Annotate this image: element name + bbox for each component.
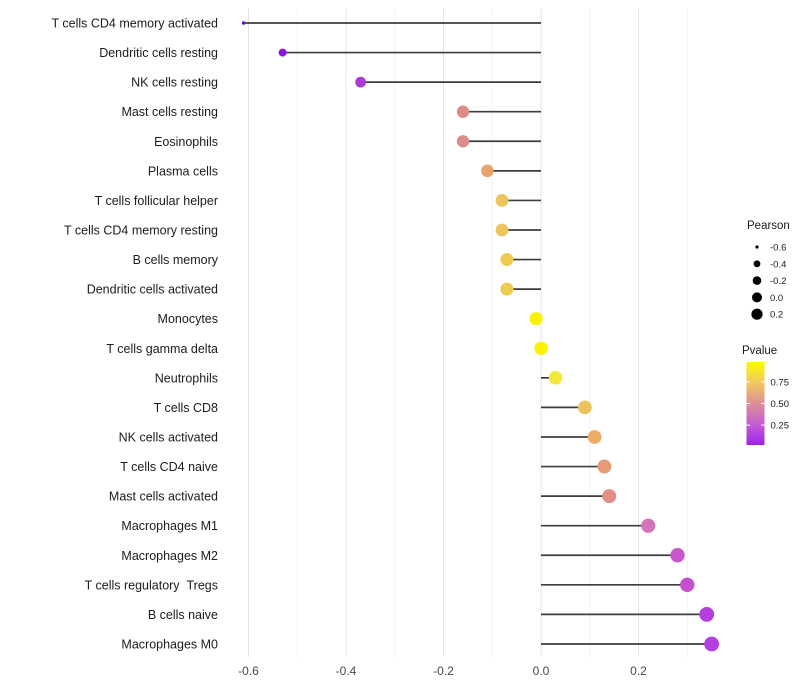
x-axis-tick-label: 0.2 [630, 664, 647, 678]
data-point [241, 21, 246, 25]
y-axis-label: Neutrophils [155, 371, 218, 385]
y-axis-label: B cells memory [133, 253, 219, 267]
size-legend-label: -0.4 [770, 259, 786, 270]
y-axis-label: Mast cells resting [121, 105, 218, 119]
data-point [278, 48, 287, 57]
data-point [587, 430, 602, 444]
y-axis-label: Dendritic cells resting [99, 46, 218, 60]
y-axis-label: T cells CD4 memory resting [64, 223, 218, 237]
y-axis-label: Macrophages M2 [121, 549, 218, 563]
data-point [500, 253, 514, 267]
size-legend-label: -0.2 [770, 276, 786, 287]
y-axis-label: NK cells resting [131, 76, 218, 90]
x-axis-tick-label: -0.6 [238, 664, 259, 678]
y-axis-label: T cells follicular helper [95, 194, 218, 208]
y-axis-label: Monocytes [158, 312, 218, 326]
y-axis-label: Macrophages M0 [121, 637, 218, 651]
pvalue-tick-label: 0.75 [771, 377, 790, 388]
data-point [500, 282, 514, 296]
data-point [456, 135, 470, 148]
data-point [495, 223, 509, 237]
data-point [680, 577, 695, 593]
data-point [481, 164, 494, 178]
data-point [355, 76, 367, 88]
size-legend-dot [752, 276, 762, 285]
pvalue-gradient-bar [746, 362, 765, 445]
y-axis-label: T cells CD4 naive [120, 460, 218, 474]
data-point [670, 548, 685, 563]
y-axis-label: T cells CD4 memory activated [52, 17, 219, 31]
size-legend-dot [753, 260, 761, 268]
y-axis-label: Macrophages M1 [121, 519, 218, 533]
data-point [704, 636, 720, 652]
y-axis-label: Plasma cells [148, 164, 218, 178]
size-legend-label: -0.6 [770, 243, 786, 254]
size-legend-dot [755, 245, 759, 249]
data-point [456, 105, 470, 118]
size-legend-label: 0.2 [770, 310, 783, 321]
x-axis-tick-label: 0.0 [533, 664, 550, 678]
y-axis-label: T cells gamma delta [106, 342, 218, 356]
data-point [641, 518, 656, 533]
data-point [534, 341, 548, 355]
y-axis-label: Mast cells activated [109, 490, 218, 504]
size-legend-title: Pearson [747, 220, 790, 232]
data-point [699, 607, 715, 622]
pvalue-tick-label: 0.50 [771, 399, 790, 410]
y-axis-label: NK cells activated [119, 430, 218, 444]
data-point [577, 400, 592, 415]
y-axis-label: T cells regulatory Tregs [85, 578, 218, 592]
size-legend-dot [752, 292, 762, 303]
y-axis-label: T cells CD8 [154, 401, 218, 415]
data-point [548, 371, 563, 385]
y-axis-label: Dendritic cells activated [87, 283, 218, 297]
data-point [495, 194, 509, 207]
color-legend-title: Pvalue [742, 345, 777, 357]
data-point [597, 459, 612, 474]
x-axis-tick-label: -0.4 [336, 664, 357, 678]
x-axis-tick-label: -0.2 [433, 664, 454, 678]
pvalue-tick-label: 0.25 [771, 421, 790, 432]
y-axis-label: Eosinophils [154, 135, 218, 149]
data-point [602, 489, 617, 504]
size-legend-dot [751, 308, 763, 320]
data-point [529, 312, 543, 326]
size-legend-label: 0.0 [770, 293, 783, 304]
y-axis-label: B cells naive [148, 608, 218, 622]
